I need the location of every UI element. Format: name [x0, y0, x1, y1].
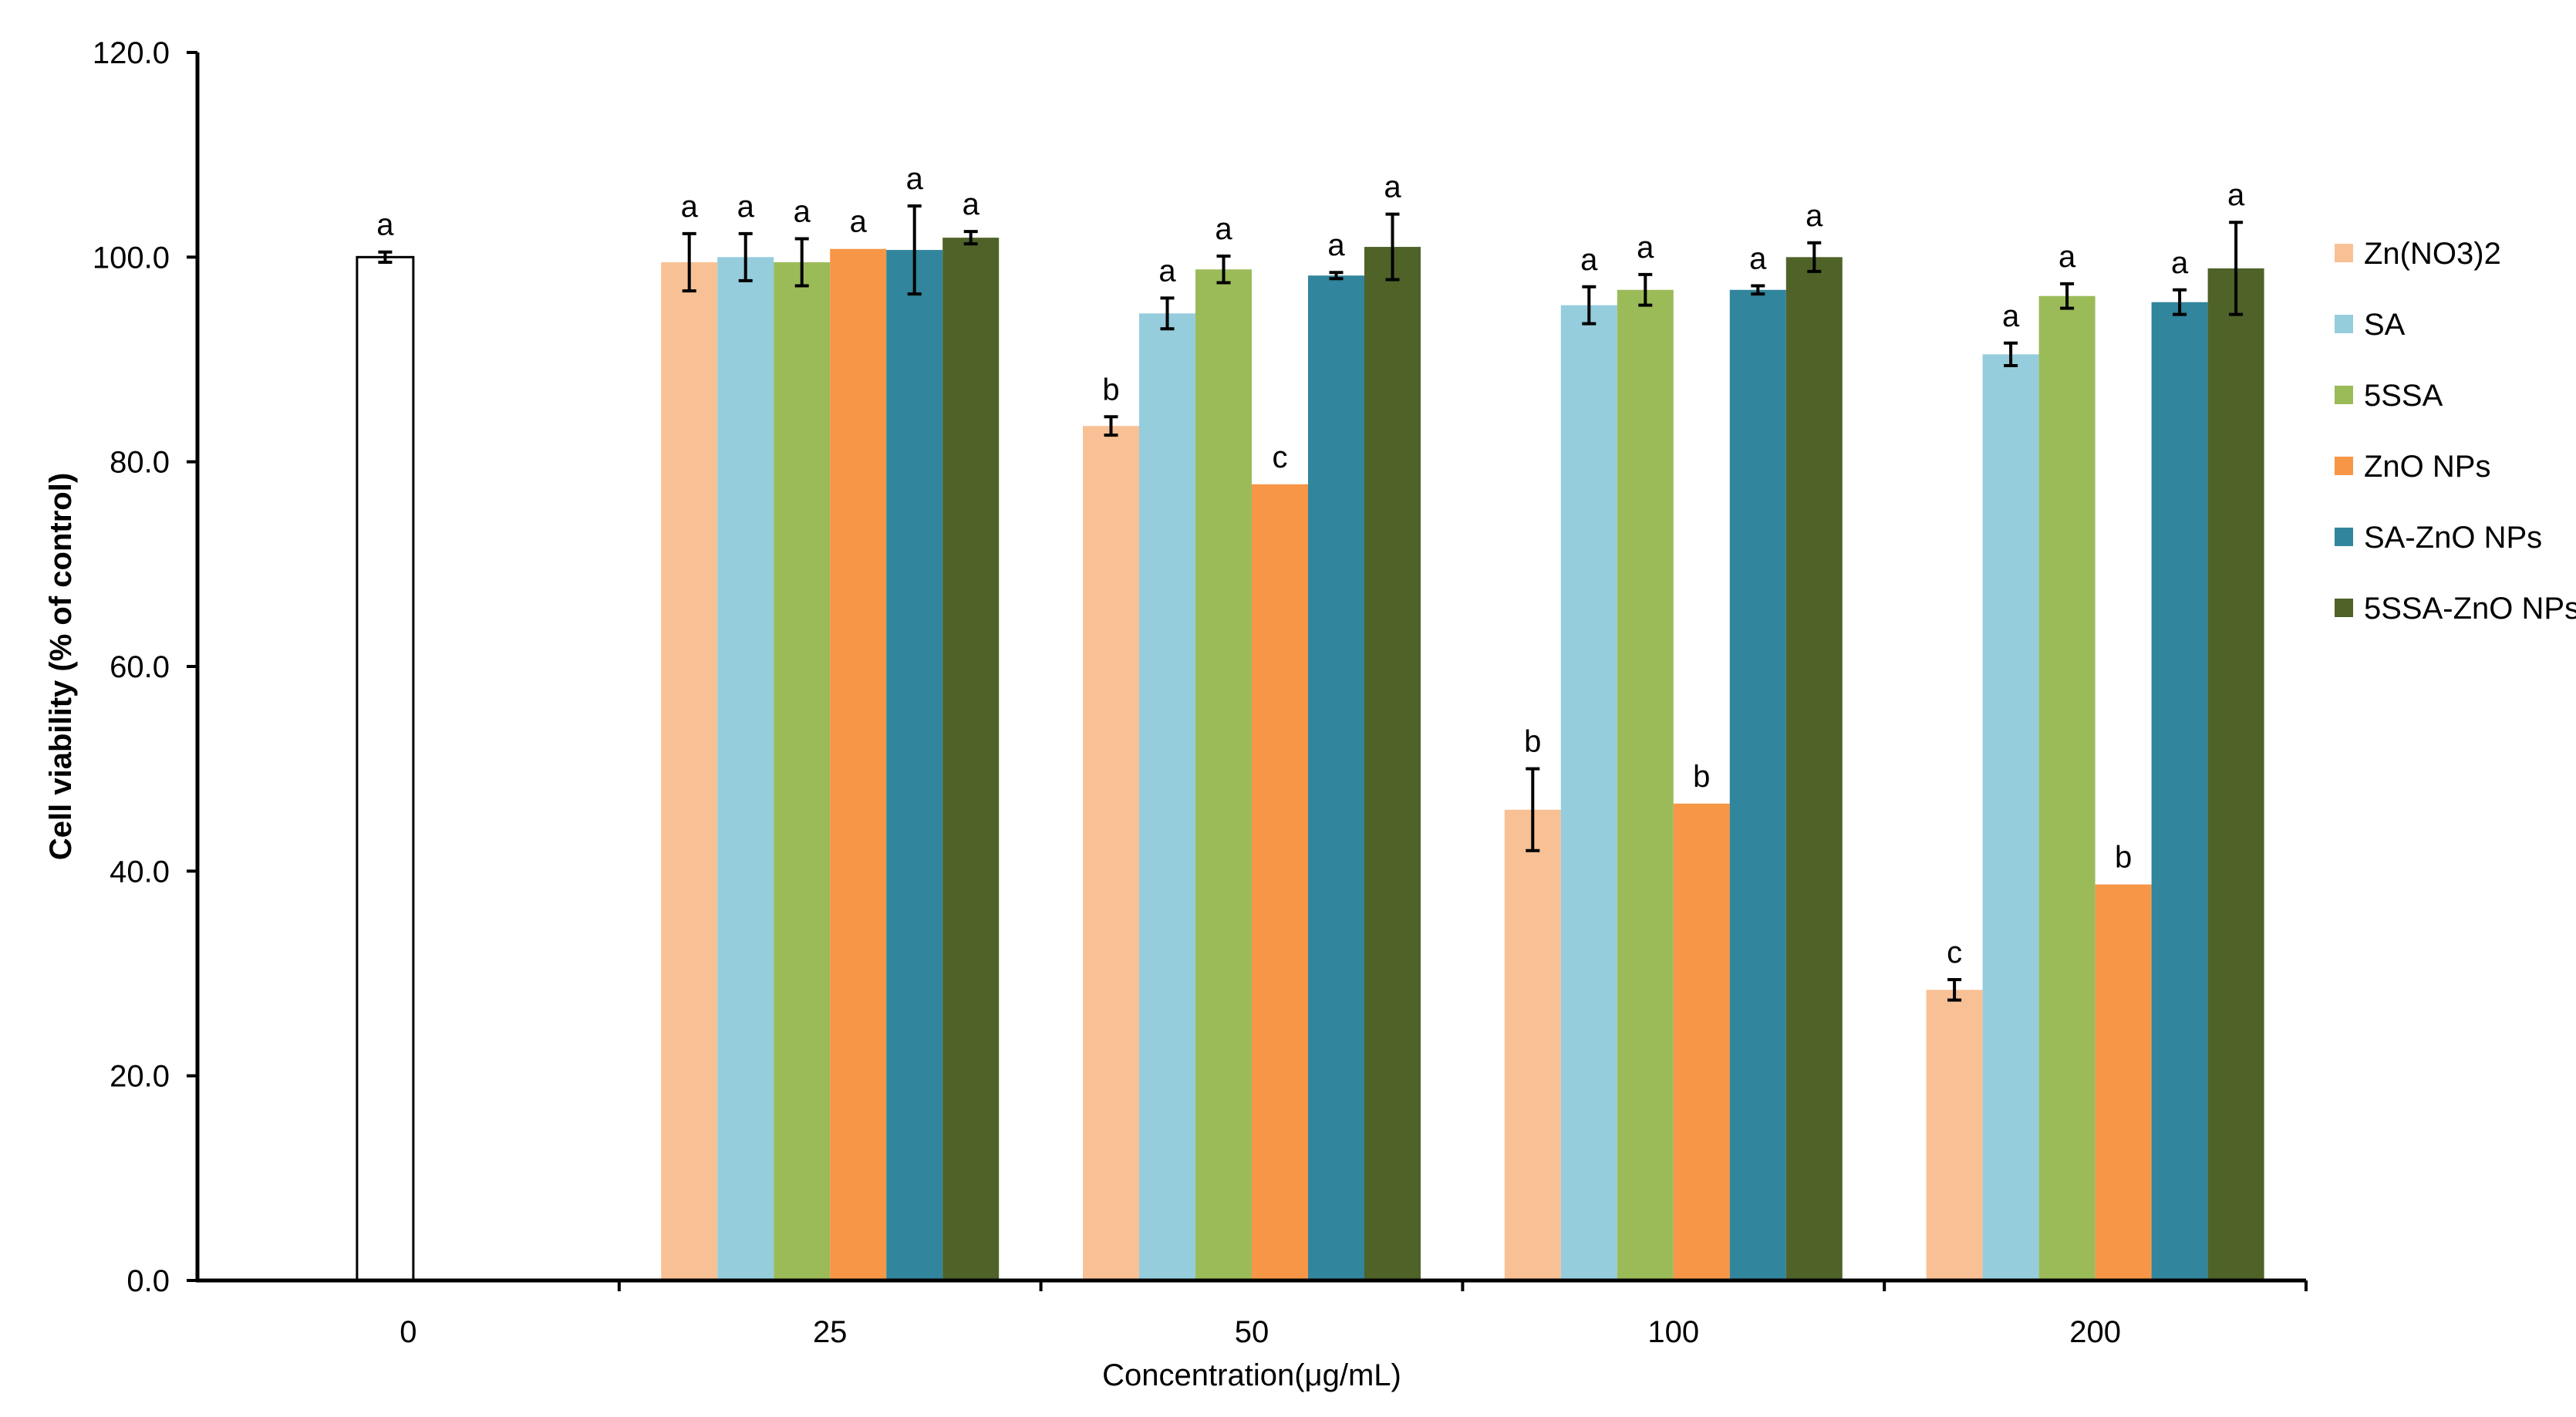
significance-label: a: [1384, 170, 1401, 204]
significance-label: a: [737, 190, 755, 224]
bar: [2207, 268, 2264, 1281]
legend-swatch: [2335, 315, 2353, 333]
error-bars-layer: [378, 204, 2244, 1002]
bar: [661, 261, 718, 1280]
bar: [774, 261, 831, 1280]
bar: [1252, 484, 1308, 1281]
y-tick-label: 60.0: [110, 650, 170, 684]
bar: [1926, 990, 1983, 1280]
legend-label: SA-ZnO NPs: [2364, 521, 2542, 555]
bars-layer: [356, 238, 2264, 1282]
y-tick-label: 100.0: [93, 241, 170, 275]
x-category-label: 100: [1647, 1315, 1699, 1349]
legend-swatch: [2335, 599, 2353, 617]
y-tick-label: 20.0: [110, 1060, 170, 1094]
legend-label: SA: [2364, 308, 2406, 342]
significance-label: b: [1693, 760, 1710, 794]
significance-label: a: [1580, 243, 1598, 277]
bar: [1785, 257, 1843, 1280]
bar: [1982, 354, 2039, 1280]
bar: [2151, 302, 2208, 1280]
significance-label: a: [2002, 299, 2020, 333]
significance-label: a: [1806, 199, 1823, 233]
significance-label: c: [1273, 440, 1288, 474]
legend-swatch: [2335, 244, 2353, 262]
x-category-label: 25: [813, 1315, 848, 1349]
significance-label: a: [2227, 178, 2245, 212]
legend-swatch: [2335, 386, 2353, 404]
significance-label: a: [850, 205, 868, 239]
bar: [830, 248, 887, 1281]
legend-swatch: [2335, 528, 2353, 546]
significance-label: c: [1947, 936, 1962, 970]
significance-label: a: [1158, 254, 1176, 288]
significance-label: a: [681, 190, 699, 224]
x-category-label: 200: [2069, 1315, 2121, 1349]
bar-control: [356, 255, 415, 1282]
bar: [1673, 803, 1730, 1280]
y-tick-label: 40.0: [110, 855, 170, 889]
x-axis-title: Concentration(μg/mL): [1102, 1358, 1401, 1392]
significance-label: a: [963, 187, 980, 221]
significance-label: a: [906, 162, 924, 196]
significance-label: a: [794, 194, 811, 228]
significance-label: a: [1327, 228, 1345, 262]
x-category-label: 50: [1235, 1315, 1269, 1349]
legend-label: ZnO NPs: [2364, 450, 2490, 484]
significance-label: a: [1215, 212, 1232, 246]
bar: [2038, 295, 2096, 1280]
bar: [1139, 313, 1195, 1280]
bar: [1083, 426, 1139, 1280]
legend: Zn(NO3)2 SA 5SSA ZnO NPs SA-ZnO NPs 5SSA-ZnO …: [2335, 237, 2576, 626]
y-ticks-layer: 0.0 20.0 40.0 60.0 80.0 100.0 120.0: [93, 36, 197, 1298]
significance-label: a: [2058, 240, 2076, 274]
bar: [942, 238, 1000, 1280]
bar: [1195, 269, 1252, 1281]
bar: [717, 257, 774, 1280]
bar: [1617, 289, 1674, 1281]
significance-label: a: [1749, 241, 1767, 275]
bar: [1729, 289, 1786, 1281]
significance-label: b: [1524, 725, 1541, 759]
y-axis-title: Cell viability (% of control): [44, 473, 78, 860]
y-tick-label: 80.0: [110, 446, 170, 480]
significance-label: a: [2171, 246, 2189, 280]
legend-label: Zn(NO3)2: [2364, 237, 2501, 271]
legend-label: 5SSA: [2364, 379, 2443, 413]
x-category-label: 0: [400, 1315, 416, 1349]
bar: [886, 250, 943, 1281]
significance-label: a: [376, 208, 394, 242]
bar: [1560, 305, 1617, 1281]
legend-label: 5SSA-ZnO NPs: [2364, 592, 2576, 626]
significance-labels-layer: a a b b c a a a a a a a a a c b b a a a a a a a a: [376, 162, 2245, 970]
y-tick-label: 120.0: [93, 36, 170, 70]
significance-label: a: [1637, 231, 1654, 265]
significance-label: b: [1102, 373, 1119, 407]
significance-label: b: [2115, 841, 2132, 875]
bar: [2095, 884, 2152, 1280]
bar: [1308, 275, 1364, 1280]
legend-swatch: [2335, 457, 2353, 475]
x-ticks-layer: 0 25 50 100 200: [400, 1280, 2308, 1349]
bar: [1504, 809, 1561, 1280]
bar: [1364, 247, 1421, 1281]
y-tick-label: 0.0: [126, 1264, 170, 1298]
